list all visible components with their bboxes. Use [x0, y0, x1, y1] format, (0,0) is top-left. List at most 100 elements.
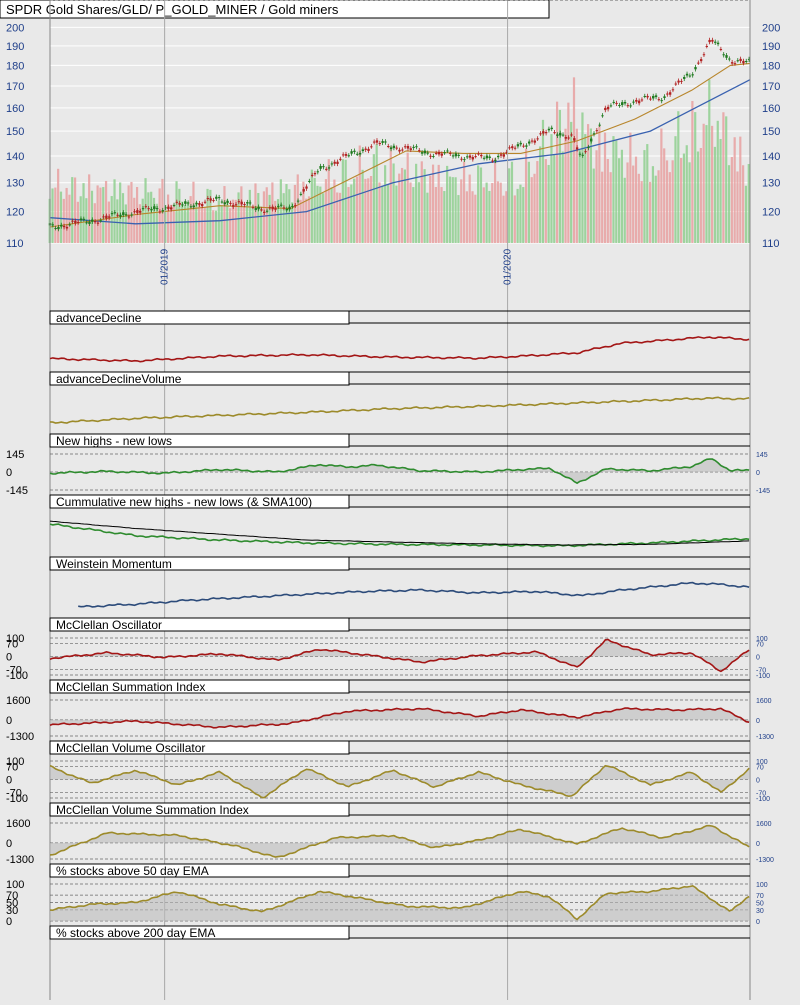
y-tick-left: 50: [6, 0, 18, 3]
volume-bar: [733, 137, 736, 243]
volume-bar: [310, 169, 313, 243]
volume-bar: [567, 102, 570, 243]
volume-bar: [291, 202, 294, 243]
candle-body: [381, 141, 384, 143]
candle-body: [305, 186, 308, 189]
candle-body: [113, 212, 117, 214]
volume-bar: [561, 151, 564, 243]
series-line: [49, 638, 750, 673]
volume-bar: [468, 174, 471, 243]
candle-body: [347, 155, 350, 157]
x-tick-label: 01/2019: [160, 248, 171, 285]
volume-bar: [353, 178, 356, 243]
volume-bar: [51, 188, 54, 243]
candle-body: [268, 207, 272, 209]
volume-bar: [713, 146, 717, 243]
price-y-tick-left: 130: [6, 178, 24, 190]
indicator-panel: advanceDeclineVolume: [49, 371, 750, 424]
candle-body: [116, 214, 119, 216]
volume-bar: [677, 111, 680, 243]
candle-body: [494, 159, 497, 161]
candle-body: [308, 180, 311, 182]
price-y-tick-right: 130: [762, 178, 780, 190]
candle-body: [361, 149, 365, 152]
volume-bar: [307, 196, 311, 243]
volume-bar: [544, 159, 547, 243]
volume-bar: [299, 199, 302, 243]
candle-body: [629, 105, 632, 107]
candle-body: [186, 202, 190, 204]
price-y-tick-left: 180: [6, 60, 24, 72]
candle-body: [226, 200, 229, 203]
y-tick-left: 100: [6, 0, 24, 3]
panel-title: % stocks above 200 day EMA: [56, 926, 215, 940]
volume-bar: [541, 119, 545, 243]
y-tick-left: 70: [6, 890, 18, 902]
volume-bar: [595, 150, 598, 243]
price-y-tick-right: 170: [762, 81, 780, 93]
series-line: [49, 707, 750, 729]
volume-bar: [226, 199, 229, 243]
volume-bar: [389, 146, 392, 243]
y-tick-left: 0: [6, 467, 12, 479]
volume-bar: [671, 160, 674, 243]
volume-bar: [327, 159, 330, 243]
y-tick-left: 145: [6, 449, 24, 461]
volume-bar: [234, 199, 237, 243]
volume-bar: [522, 187, 525, 243]
candle-body: [243, 204, 246, 206]
volume-bar: [660, 128, 663, 243]
y-tick-right: 1600: [756, 698, 772, 705]
volume-bar: [465, 191, 468, 243]
volume-bar: [657, 170, 660, 243]
panel-title: New highs - new lows: [56, 434, 172, 448]
volume-bar: [702, 123, 705, 243]
indicator-panel: Weinstein Momentum: [49, 556, 750, 608]
panel-title-box: [49, 617, 350, 632]
volume-bar: [716, 120, 719, 243]
volume-bar: [260, 206, 263, 243]
volume-bar: [344, 159, 347, 243]
candle-body: [296, 200, 300, 202]
volume-bar: [719, 138, 722, 243]
y-tick-right: 0: [756, 0, 760, 2]
candle-body: [666, 93, 669, 95]
y-tick-right: -1300: [756, 857, 774, 864]
volume-bar: [620, 149, 624, 243]
y-tick-left: -1300: [6, 854, 34, 866]
volume-bar: [632, 165, 635, 243]
candle-body: [71, 220, 74, 222]
candle-body: [527, 141, 531, 144]
candle-body: [378, 143, 381, 145]
candle-body: [745, 61, 748, 63]
series-fill: [50, 708, 750, 728]
y-tick-right: -145: [756, 488, 770, 495]
panel-title: McClellan Volume Summation Index: [56, 803, 249, 817]
y-tick-right: -1300: [756, 734, 774, 741]
price-y-tick-right: 200: [762, 22, 780, 34]
candle-body: [477, 153, 480, 155]
price-candles: [48, 37, 751, 232]
y-tick-right: 145: [756, 452, 768, 459]
volume-bar: [708, 79, 711, 244]
candle-body: [443, 152, 446, 154]
candle-body: [339, 158, 342, 160]
volume-bar: [214, 210, 218, 243]
candle-body: [389, 147, 393, 150]
volume-bar: [212, 210, 215, 243]
y-tick-right: 70: [756, 765, 764, 772]
panel-title: advanceDeclineVolume: [56, 372, 182, 386]
volume-bar: [626, 162, 629, 243]
volume-bar: [434, 187, 437, 243]
sma200-line: [49, 79, 751, 225]
candle-body: [423, 150, 427, 154]
candle-body: [604, 107, 607, 111]
candle-body: [451, 155, 455, 157]
candle-body: [649, 98, 652, 100]
candle-body: [725, 55, 728, 58]
candle-body: [229, 202, 232, 204]
volume-bar: [451, 177, 454, 243]
candle-body: [584, 151, 587, 153]
panel-title-box: [49, 863, 350, 878]
candle-body: [488, 156, 491, 158]
